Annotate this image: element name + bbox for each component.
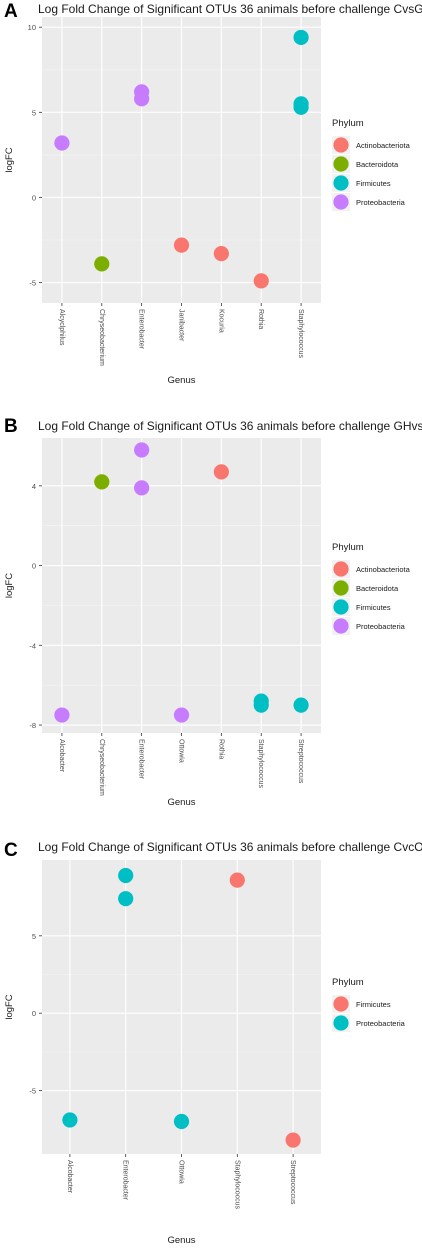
data-point	[229, 872, 245, 888]
y-tick-label: -5	[29, 279, 36, 288]
x-tick-label: Alcobacter	[66, 1160, 73, 1194]
x-tick-label: Streptococcus	[297, 739, 304, 784]
legend-marker	[333, 194, 349, 210]
legend-marker	[333, 599, 349, 615]
legend-label: Bacteroidota	[356, 584, 399, 593]
x-axis-title: Genus	[168, 1235, 196, 1246]
chart-panel-a: A Log Fold Change of Significant OTUs 36 …	[4, 1, 422, 386]
chart-panel-b: B Log Fold Change of Significant OTUs 36 …	[4, 416, 422, 808]
legend-label: Proteobacteria	[356, 198, 406, 207]
legend-label: Proteobacteria	[356, 1019, 406, 1028]
y-tick-label: 4	[32, 482, 36, 491]
data-point	[173, 707, 190, 723]
data-point	[94, 256, 110, 272]
panel-label: B	[4, 416, 18, 437]
legend-marker	[333, 580, 349, 596]
x-tick-label: Chryseobacterium	[98, 309, 105, 366]
data-point	[54, 135, 70, 151]
x-tick-label: Rothia	[257, 309, 264, 329]
chart-title: Log Fold Change of Significant OTUs 36 a…	[38, 419, 422, 433]
data-point	[285, 1132, 301, 1148]
x-tick-label: Ottowia	[178, 1160, 185, 1184]
legend-label: Actinobacteriota	[356, 565, 411, 574]
x-tick-label: Enterobacter	[122, 1160, 129, 1201]
legend-label: Firmicutes	[356, 179, 391, 188]
x-tick-label: Staphylococcus	[297, 309, 304, 359]
legend-marker	[333, 618, 349, 634]
data-point	[293, 697, 309, 713]
x-tick-label: Alcyclphilus	[58, 309, 65, 346]
data-point	[134, 91, 150, 107]
legend-label: Firmicutes	[356, 1000, 391, 1009]
y-tick-label: 10	[28, 23, 36, 32]
y-tick-label: -8	[29, 721, 36, 730]
y-tick-label: 5	[32, 932, 36, 941]
data-point	[62, 1112, 78, 1128]
data-point	[213, 464, 229, 480]
x-tick-label: Ottowia	[178, 739, 185, 763]
x-tick-label: Streptococcus	[289, 1160, 296, 1205]
data-point	[293, 29, 309, 46]
y-tick-label: -5	[29, 1087, 36, 1096]
legend-label: Actinobacteriota	[356, 141, 411, 150]
legend-marker	[333, 175, 349, 191]
data-point	[253, 273, 269, 289]
panel-label: C	[4, 840, 18, 861]
x-tick-label: Chryseobacterium	[98, 739, 105, 796]
chart-title: Log Fold Change of Significant OTUs 36 a…	[38, 840, 422, 854]
y-tick-label: 0	[32, 1009, 36, 1018]
x-axis-title: Genus	[168, 375, 196, 386]
y-tick-label: 5	[32, 108, 36, 117]
panel-label: A	[4, 1, 18, 22]
legend-marker	[333, 561, 349, 577]
y-axis-title: logFC	[4, 573, 15, 598]
data-point	[134, 442, 150, 458]
data-point	[54, 707, 70, 723]
data-point	[293, 99, 309, 115]
legend-marker	[333, 1015, 349, 1031]
x-tick-label: Enterobacter	[138, 739, 145, 780]
legend-title: Phylum	[332, 118, 364, 129]
x-tick-label: Janibacter	[178, 309, 185, 342]
data-point	[118, 867, 134, 884]
data-point	[134, 480, 150, 496]
data-point	[213, 246, 229, 262]
data-point	[118, 891, 134, 907]
legend-label: Firmicutes	[356, 603, 391, 612]
chart-title: Log Fold Change of Significant OTUs 36 a…	[38, 2, 422, 16]
legend-title: Phylum	[332, 977, 364, 988]
chart-panel-c: C Log Fold Change of Significant OTUs 36 …	[4, 840, 422, 1246]
data-point	[94, 474, 110, 490]
x-tick-label: Kocuria	[217, 309, 224, 333]
legend-title: Phylum	[332, 542, 364, 553]
x-tick-label: Staphylococcus	[233, 1160, 240, 1210]
legend-marker	[333, 137, 349, 153]
y-axis-title: logFC	[4, 994, 15, 1019]
y-axis-title: logFC	[4, 147, 15, 172]
legend-label: Bacteroidota	[356, 160, 399, 169]
legend-marker	[333, 996, 349, 1012]
data-point	[173, 1113, 190, 1130]
y-tick-label: -4	[29, 641, 36, 650]
legend-label: Proteobacteria	[356, 622, 406, 631]
y-tick-label: 0	[32, 562, 36, 571]
legend-marker	[333, 156, 349, 172]
data-point	[173, 237, 190, 253]
x-tick-label: Rothia	[217, 739, 224, 759]
x-tick-label: Alcobacter	[58, 739, 65, 773]
data-point	[253, 697, 269, 713]
y-tick-label: 0	[32, 193, 36, 202]
x-tick-label: Enterobacter	[138, 309, 145, 350]
x-tick-label: Staphylococcus	[257, 739, 264, 789]
x-axis-title: Genus	[168, 797, 196, 808]
